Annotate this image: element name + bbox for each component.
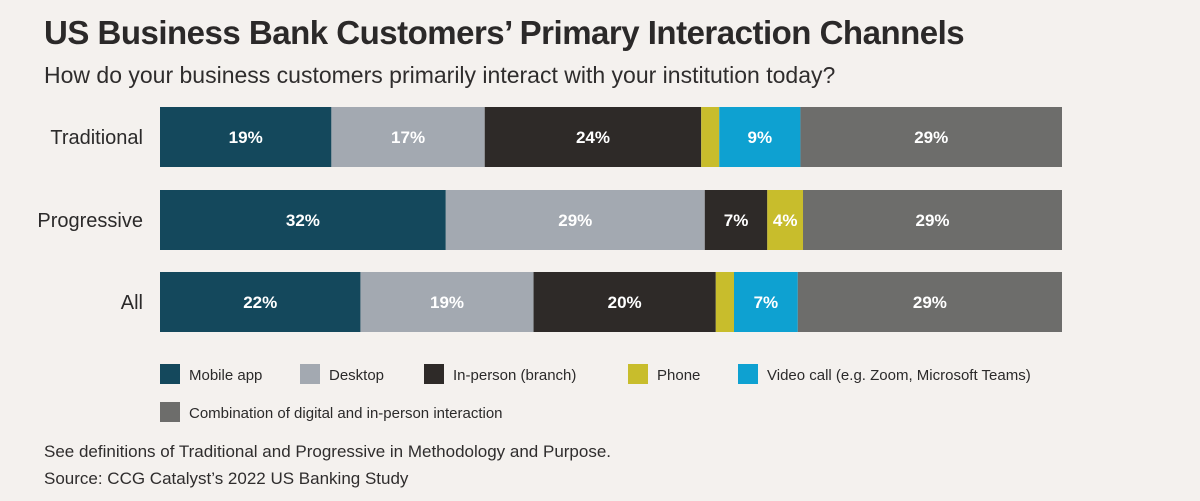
bar-segment-traditional-2 (484, 107, 702, 167)
category-label-traditional: Traditional (50, 127, 143, 149)
legend-label-4: Video call (e.g. Zoom, Microsoft Teams) (767, 367, 1031, 384)
legend-label-2: In-person (branch) (453, 367, 576, 384)
legend-swatch-1 (300, 364, 320, 384)
legend-label-3: Phone (657, 367, 700, 384)
data-label: 7% (754, 293, 779, 312)
data-label: 9% (748, 128, 773, 147)
legend-swatch-4 (738, 364, 758, 384)
data-label: 20% (608, 293, 642, 312)
bar-segment-traditional-1 (331, 107, 485, 167)
data-label: 29% (914, 128, 948, 147)
data-label: 22% (243, 293, 277, 312)
legend-swatch-5 (160, 402, 180, 422)
legend-label-5: Combination of digital and in-person int… (189, 405, 503, 422)
legend-swatch-3 (628, 364, 648, 384)
bar-segment-progressive-1 (445, 190, 705, 250)
data-label: 4% (773, 211, 798, 230)
data-label: 17% (391, 128, 425, 147)
bar-segment-traditional-4 (719, 107, 801, 167)
legend-swatch-2 (424, 364, 444, 384)
bar-segment-progressive-5 (803, 190, 1062, 250)
definitions-note: See definitions of Traditional and Progr… (44, 442, 612, 461)
source-note: Source: CCG Catalyst’s 2022 US Banking S… (44, 469, 409, 488)
data-label: 29% (915, 211, 949, 230)
legend-label-1: Desktop (329, 367, 384, 384)
data-label: 19% (229, 128, 263, 147)
legend-swatch-0 (160, 364, 180, 384)
bar-segment-all-2 (533, 272, 716, 332)
category-label-all: All (121, 292, 143, 314)
data-label: 29% (558, 211, 592, 230)
chart-subtitle: How do your business customers primarily… (44, 62, 836, 88)
chart-title: US Business Bank Customers’ Primary Inte… (44, 14, 965, 51)
bar-segment-all-0 (160, 272, 361, 332)
bar-segment-traditional-3 (701, 107, 720, 167)
bar-segment-all-1 (360, 272, 534, 332)
category-label-progressive: Progressive (37, 210, 143, 232)
bar-segment-all-4 (734, 272, 798, 332)
bar-segment-all-5 (797, 272, 1062, 332)
data-label: 24% (576, 128, 610, 147)
data-label: 32% (286, 211, 320, 230)
bar-segment-progressive-2 (704, 190, 768, 250)
bar-segment-all-3 (715, 272, 734, 332)
bar-segment-progressive-3 (767, 190, 804, 250)
data-label: 29% (913, 293, 947, 312)
bar-segment-progressive-0 (160, 190, 446, 250)
data-label: 19% (430, 293, 464, 312)
data-label: 7% (724, 211, 749, 230)
legend-label-0: Mobile app (189, 367, 262, 384)
bar-segment-traditional-5 (800, 107, 1062, 167)
bar-segment-traditional-0 (160, 107, 332, 167)
